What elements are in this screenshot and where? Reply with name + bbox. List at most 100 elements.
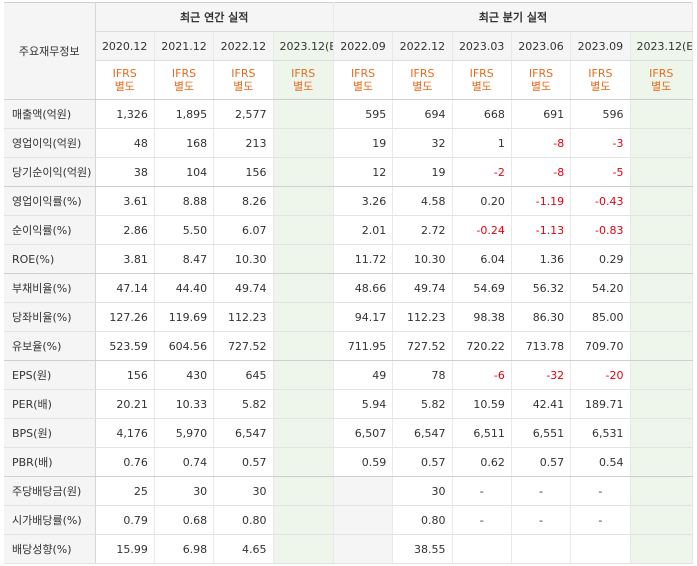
value-cell <box>630 360 694 390</box>
ifrs-basis-text: 별도 <box>471 80 492 93</box>
value-cell: - <box>570 505 631 535</box>
row-label: 부채비율(%) <box>4 273 96 303</box>
value-cell: 12 <box>332 157 394 187</box>
value-cell <box>630 302 694 332</box>
value-cell: -0.24 <box>452 215 512 245</box>
value-cell: 30 <box>213 476 274 506</box>
value-cell: -1.13 <box>511 215 572 245</box>
value-cell <box>630 331 694 361</box>
ifrs-basis-text: 별도 <box>173 80 195 93</box>
value-cell: -32 <box>511 360 572 390</box>
value-cell: 86.30 <box>511 302 572 332</box>
value-cell <box>332 534 394 564</box>
period-header: 2023.03 <box>452 31 512 61</box>
table-row: ROE(%) 3.81 8.47 10.30 11.72 10.30 6.04 1.36 0.2… <box>4 244 694 274</box>
value-cell <box>273 534 334 564</box>
value-cell: 0.74 <box>154 447 215 477</box>
value-cell: 78 <box>392 360 453 390</box>
table-row: 영업이익(억원) 48 168 213 19 32 1 -8 -3 <box>4 128 694 158</box>
value-cell: 4,176 <box>95 418 155 448</box>
value-cell: 49.74 <box>213 273 274 303</box>
value-cell: 8.26 <box>213 186 274 216</box>
value-cell: 720.22 <box>452 331 512 361</box>
value-cell: 0.76 <box>95 447 155 477</box>
ifrs-basis-text: 별도 <box>590 80 611 93</box>
value-cell: 4.65 <box>213 534 274 564</box>
value-cell <box>273 331 334 361</box>
value-cell: 0.57 <box>392 447 453 477</box>
value-cell: -8 <box>511 157 572 187</box>
row-label: 유보율(%) <box>4 331 96 361</box>
value-cell: 1,895 <box>154 99 215 129</box>
row-label: 매출액(억원) <box>4 99 96 129</box>
table-row: PBR(배) 0.76 0.74 0.57 0.59 0.57 0.62 0.57 0.54 <box>4 447 694 477</box>
value-cell <box>273 186 334 216</box>
value-cell: 5.82 <box>392 389 453 419</box>
value-cell: -6 <box>452 360 512 390</box>
value-cell: - <box>511 505 572 535</box>
value-cell: 6,531 <box>570 418 631 448</box>
value-cell: 98.38 <box>452 302 512 332</box>
value-cell: 85.00 <box>570 302 631 332</box>
value-cell: 48.66 <box>332 273 394 303</box>
value-cell <box>273 128 334 158</box>
value-cell: -5 <box>570 157 631 187</box>
period-header: 2022.12 <box>392 31 453 61</box>
table-row: EPS(원) 156 430 645 49 78 -6 -32 -20 <box>4 360 694 390</box>
value-cell: 5.82 <box>213 389 274 419</box>
value-cell: -3 <box>570 128 631 158</box>
value-cell: - <box>452 476 512 506</box>
value-cell <box>630 215 694 245</box>
period-header: 2023.09 <box>570 31 631 61</box>
value-cell: 596 <box>570 99 631 129</box>
value-cell: 3.26 <box>332 186 394 216</box>
row-label: BPS(원) <box>4 418 96 448</box>
value-cell: 523.59 <box>95 331 155 361</box>
value-cell: 44.40 <box>154 273 215 303</box>
row-label: 배당성향(%) <box>4 534 96 564</box>
financial-summary-table: 주요재무정보 최근 연간 실적 최근 분기 실적 2020.12 2021.12 2… <box>4 2 694 564</box>
table-row: 시가배당률(%) 0.79 0.68 0.80 0.80- - - <box>4 505 694 535</box>
quarterly-group-title: 최근 분기 실적 <box>332 2 694 32</box>
value-cell: 6,507 <box>332 418 394 448</box>
value-cell <box>273 476 334 506</box>
value-cell <box>630 99 694 129</box>
value-cell <box>273 302 334 332</box>
table-body: 매출액(억원) 1,326 1,895 2,577 595 694 668 691 596 영업이… <box>4 99 694 564</box>
value-cell <box>630 273 694 303</box>
value-cell <box>511 534 572 564</box>
value-cell <box>630 389 694 419</box>
value-cell <box>273 273 334 303</box>
value-cell: 0.62 <box>452 447 512 477</box>
table-row: 주당배당금(원) 25 30 30 30- - - <box>4 476 694 506</box>
value-cell: 3.61 <box>95 186 155 216</box>
value-cell: 47.14 <box>95 273 155 303</box>
value-cell: 0.54 <box>570 447 631 477</box>
value-cell: 691 <box>511 99 572 129</box>
value-cell <box>630 476 694 506</box>
period-header: 2022.09 <box>332 31 394 61</box>
table-row: 배당성향(%) 15.99 6.98 4.65 38.55 <box>4 534 694 564</box>
value-cell: 15.99 <box>95 534 155 564</box>
value-cell: 49.74 <box>392 273 453 303</box>
value-cell: 0.57 <box>213 447 274 477</box>
table-row: 영업이익률(%) 3.61 8.88 8.26 3.26 4.58 0.20 -1.19 -0.… <box>4 186 694 216</box>
table-row: 당좌비율(%) 127.26 119.69 112.23 94.17 112.23 98.3… <box>4 302 694 332</box>
table-row: 당기순이익(억원) 38 104 156 12 19 -2 -8 -5 <box>4 157 694 187</box>
ifrs-text: IFRS <box>588 67 613 80</box>
value-cell: 10.33 <box>154 389 215 419</box>
value-cell: 4.58 <box>392 186 453 216</box>
value-cell: 604.56 <box>154 331 215 361</box>
value-cell: -0.43 <box>570 186 631 216</box>
period-header: 2023.06 <box>511 31 572 61</box>
value-cell: 19 <box>392 157 453 187</box>
value-cell <box>273 244 334 274</box>
ifrs-label: IFRS 별도 <box>570 60 631 100</box>
value-cell: 6,551 <box>511 418 572 448</box>
value-cell <box>273 505 334 535</box>
value-cell <box>630 157 694 187</box>
value-cell <box>273 447 334 477</box>
ifrs-label: IFRS 별도 <box>511 60 572 100</box>
value-cell: 3.81 <box>95 244 155 274</box>
ifrs-text: IFRS <box>649 67 674 80</box>
